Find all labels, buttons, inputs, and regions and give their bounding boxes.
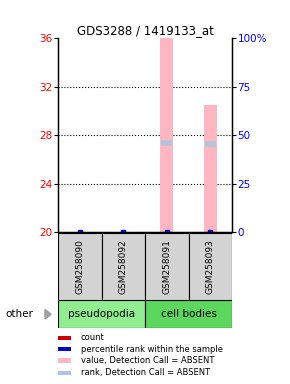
Bar [204, 105, 217, 232]
Bar [145, 233, 188, 300]
Text: rank, Detection Call = ABSENT: rank, Detection Call = ABSENT [81, 368, 210, 377]
Text: GSM258093: GSM258093 [206, 239, 215, 294]
Bar [58, 358, 71, 362]
Text: GSM258090: GSM258090 [75, 239, 84, 294]
Text: value, Detection Call = ABSENT: value, Detection Call = ABSENT [81, 356, 214, 365]
Polygon shape [45, 310, 51, 319]
Bar [58, 371, 71, 375]
Bar [58, 347, 71, 351]
Bar [145, 300, 232, 328]
Text: count: count [81, 333, 104, 342]
Bar [58, 233, 102, 300]
Text: other: other [6, 309, 34, 319]
Bar [58, 336, 71, 340]
Text: GSM258092: GSM258092 [119, 239, 128, 294]
Bar [188, 233, 232, 300]
Text: percentile rank within the sample: percentile rank within the sample [81, 344, 223, 354]
Text: cell bodies: cell bodies [161, 309, 216, 319]
Text: pseudopodia: pseudopodia [68, 309, 135, 319]
Text: GSM258091: GSM258091 [162, 239, 171, 294]
Title: GDS3288 / 1419133_at: GDS3288 / 1419133_at [77, 24, 213, 37]
Bar [102, 233, 145, 300]
Bar [58, 300, 145, 328]
Bar [160, 38, 173, 232]
